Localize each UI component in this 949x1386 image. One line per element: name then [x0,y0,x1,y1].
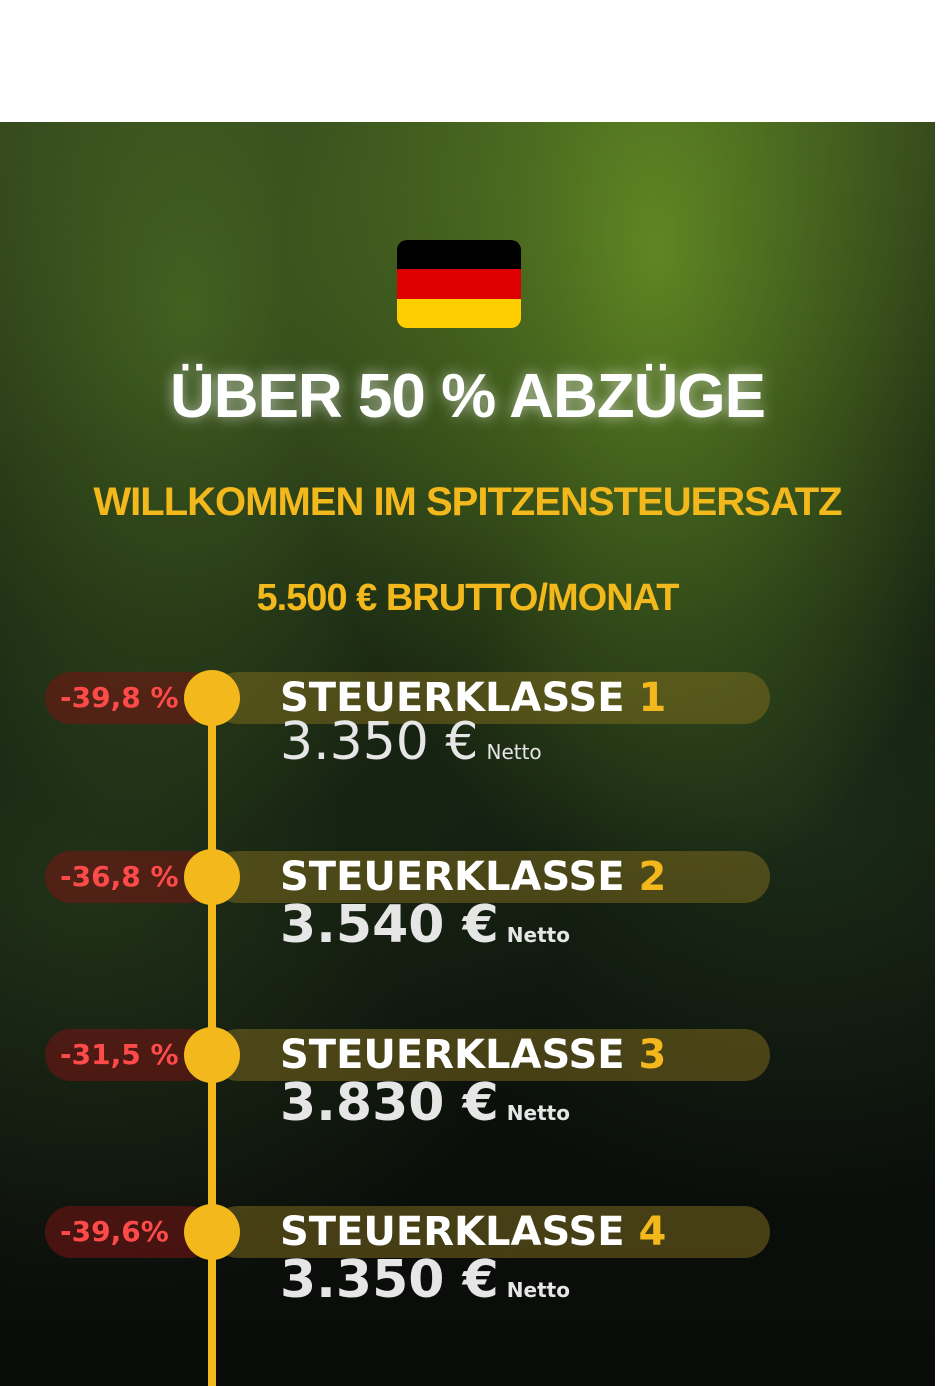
tax-class-row: -36,8 % STEUERKLASSE 2 3.540 € Netto [0,849,935,1031]
timeline-dot [184,1204,240,1260]
net-value: 3.540 € Netto [280,895,570,955]
class-label: STEUERKLASSE 3 [280,1032,667,1078]
tax-class-row: -39,8 % STEUERKLASSE 1 3.350 € Netto [0,670,935,852]
gross-salary: 5.500 € BRUTTO/MONAT [256,577,679,619]
class-label: STEUERKLASSE 4 [280,1209,667,1255]
net-value: 3.350 € Netto [280,1250,570,1310]
german-flag-icon [397,240,521,328]
subtitle: WILLKOMMEN IM SPITZENSTEUERSATZ [93,480,842,524]
tax-class-row: -31,5 % STEUERKLASSE 3 3.830 € Netto [0,1027,935,1209]
net-value: 3.350 € Netto [280,712,542,772]
timeline-dot [184,1027,240,1083]
class-pill [212,1206,770,1258]
headline: ÜBER 50 % ABZÜGE [170,362,766,431]
deduction-badge: -31,5 % [45,1029,215,1081]
deduction-badge: -36,8 % [45,851,215,903]
bamboo-forest-background [0,122,935,1386]
class-pill [212,1029,770,1081]
class-label: STEUERKLASSE 2 [280,854,667,900]
class-pill [212,672,770,724]
class-label: STEUERKLASSE 1 [280,675,667,721]
net-value: 3.830 € Netto [280,1073,570,1133]
timeline-dot [184,670,240,726]
timeline-dot [184,849,240,905]
class-pill [212,851,770,903]
tax-class-row: -39,6% STEUERKLASSE 4 3.350 € Netto [0,1204,935,1376]
